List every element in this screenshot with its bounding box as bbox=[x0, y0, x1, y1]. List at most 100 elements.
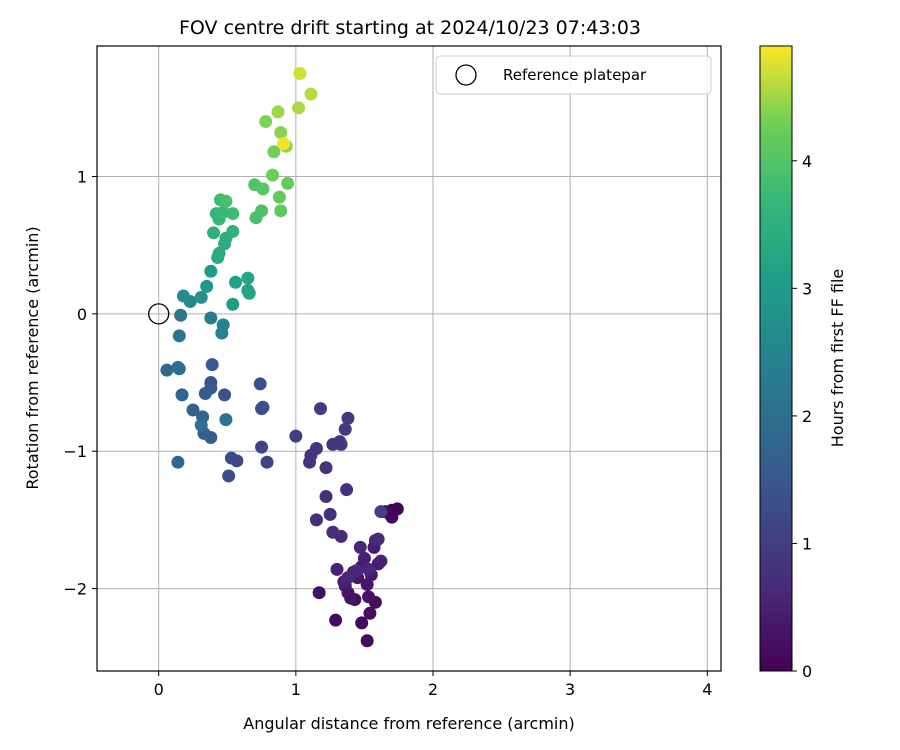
data-point bbox=[340, 483, 354, 497]
data-point bbox=[204, 311, 218, 325]
data-point bbox=[371, 532, 385, 546]
data-point bbox=[277, 137, 291, 151]
data-point bbox=[242, 286, 256, 300]
data-point bbox=[255, 204, 269, 218]
data-point bbox=[374, 505, 388, 519]
colorbar-ticks: 0 1 2 3 4 bbox=[792, 152, 812, 681]
data-point bbox=[186, 403, 200, 417]
x-axis-ticks: 0 1 2 3 4 bbox=[154, 671, 712, 699]
data-point bbox=[226, 224, 240, 238]
data-point bbox=[219, 413, 233, 427]
data-points bbox=[160, 66, 404, 648]
data-point bbox=[218, 388, 232, 402]
data-point bbox=[241, 271, 255, 285]
legend: Reference platepar bbox=[435, 55, 712, 95]
data-point bbox=[329, 613, 343, 627]
data-point bbox=[266, 168, 280, 182]
data-point bbox=[349, 564, 363, 578]
data-point bbox=[226, 297, 240, 311]
y-tick-label: 0 bbox=[77, 305, 87, 324]
data-point bbox=[326, 525, 340, 539]
data-point bbox=[256, 182, 270, 196]
reference-marker bbox=[148, 303, 170, 325]
data-point bbox=[281, 176, 295, 190]
data-point bbox=[323, 507, 337, 521]
x-tick-label: 4 bbox=[702, 680, 712, 699]
data-point bbox=[205, 358, 219, 372]
data-point bbox=[175, 388, 189, 402]
data-point bbox=[312, 586, 326, 600]
data-point bbox=[272, 190, 286, 204]
data-point bbox=[253, 377, 267, 391]
colorbar bbox=[759, 45, 793, 672]
y-axis-label: Rotation from reference (arcmin) bbox=[23, 226, 42, 489]
data-point bbox=[160, 363, 174, 377]
data-point bbox=[292, 101, 306, 115]
y-tick-label: −2 bbox=[63, 580, 87, 599]
data-point bbox=[200, 279, 214, 293]
data-point bbox=[176, 289, 190, 303]
data-point bbox=[256, 400, 270, 414]
data-point bbox=[353, 540, 367, 554]
data-point bbox=[374, 554, 388, 568]
data-point bbox=[194, 418, 208, 432]
data-point bbox=[267, 145, 281, 159]
grid-lines bbox=[97, 46, 721, 671]
reference-point bbox=[148, 303, 170, 325]
legend-marker bbox=[455, 64, 477, 86]
data-point bbox=[319, 461, 333, 475]
x-tick-label: 2 bbox=[428, 680, 438, 699]
legend-box bbox=[435, 55, 712, 95]
data-point bbox=[385, 510, 399, 524]
data-point bbox=[357, 551, 371, 565]
data-point bbox=[271, 105, 285, 119]
data-point bbox=[212, 246, 226, 260]
data-point bbox=[334, 437, 348, 451]
data-point bbox=[319, 490, 333, 504]
data-point bbox=[293, 66, 307, 80]
data-point bbox=[309, 441, 323, 455]
data-point bbox=[355, 616, 369, 630]
data-point bbox=[198, 387, 212, 401]
y-tick-label: 1 bbox=[77, 167, 87, 186]
data-point bbox=[341, 411, 355, 425]
data-point bbox=[172, 362, 186, 376]
colorbar-tick-label: 3 bbox=[802, 279, 812, 298]
colorbar-tick-label: 4 bbox=[802, 152, 812, 171]
data-point bbox=[207, 226, 221, 240]
x-axis-label: Angular distance from reference (arcmin) bbox=[243, 714, 574, 733]
data-point bbox=[363, 606, 377, 620]
x-tick-label: 1 bbox=[291, 680, 301, 699]
data-point bbox=[274, 126, 288, 140]
colorbar-tick-label: 1 bbox=[802, 534, 812, 553]
data-point bbox=[362, 590, 376, 604]
x-tick-label: 3 bbox=[565, 680, 575, 699]
data-point bbox=[222, 469, 236, 483]
data-point bbox=[314, 402, 328, 416]
data-point bbox=[172, 329, 186, 343]
y-axis-ticks: −2 −1 0 1 bbox=[63, 167, 97, 599]
data-point bbox=[219, 194, 233, 208]
colorbar-tick-label: 0 bbox=[802, 662, 812, 681]
y-tick-label: −1 bbox=[63, 442, 87, 461]
data-point bbox=[216, 205, 230, 219]
data-point bbox=[174, 308, 188, 322]
data-point bbox=[260, 455, 274, 469]
data-point bbox=[274, 204, 288, 218]
data-point bbox=[289, 429, 303, 443]
data-point bbox=[344, 591, 358, 605]
data-point bbox=[309, 513, 323, 527]
chart-title: FOV centre drift starting at 2024/10/23 … bbox=[179, 17, 641, 39]
data-point bbox=[360, 634, 374, 648]
data-point bbox=[362, 562, 376, 576]
colorbar-tick-label: 2 bbox=[802, 407, 812, 426]
plot-frame bbox=[96, 45, 722, 672]
data-point bbox=[226, 207, 240, 221]
data-point bbox=[304, 87, 318, 101]
data-point bbox=[255, 440, 269, 454]
x-tick-label: 0 bbox=[154, 680, 164, 699]
data-point bbox=[204, 264, 218, 278]
data-point bbox=[338, 422, 352, 436]
data-point bbox=[259, 115, 273, 129]
